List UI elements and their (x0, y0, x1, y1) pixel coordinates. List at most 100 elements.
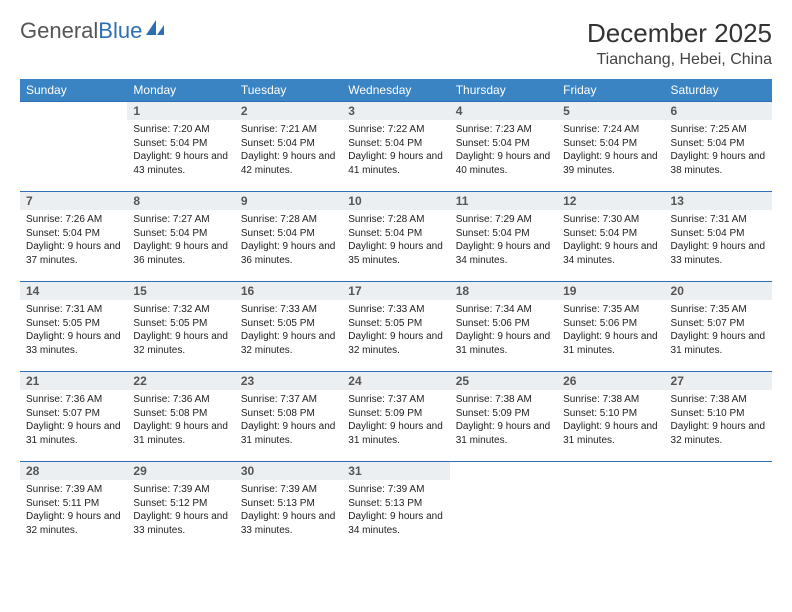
calendar-cell: 2Sunrise: 7:21 AMSunset: 5:04 PMDaylight… (235, 102, 342, 192)
daylight-text: Daylight: 9 hours and 35 minutes. (348, 240, 443, 267)
day-details: Sunrise: 7:35 AMSunset: 5:06 PMDaylight:… (557, 300, 664, 361)
sunrise-text: Sunrise: 7:34 AM (456, 303, 551, 317)
sunrise-text: Sunrise: 7:35 AM (563, 303, 658, 317)
calendar-cell: 30Sunrise: 7:39 AMSunset: 5:13 PMDayligh… (235, 462, 342, 552)
day-details: Sunrise: 7:33 AMSunset: 5:05 PMDaylight:… (235, 300, 342, 361)
sunset-text: Sunset: 5:04 PM (348, 137, 443, 151)
calendar-cell: 6Sunrise: 7:25 AMSunset: 5:04 PMDaylight… (665, 102, 772, 192)
day-details: Sunrise: 7:26 AMSunset: 5:04 PMDaylight:… (20, 210, 127, 271)
sunrise-text: Sunrise: 7:32 AM (133, 303, 228, 317)
daylight-text: Daylight: 9 hours and 33 minutes. (133, 510, 228, 537)
calendar-cell: 7Sunrise: 7:26 AMSunset: 5:04 PMDaylight… (20, 192, 127, 282)
calendar-cell: 15Sunrise: 7:32 AMSunset: 5:05 PMDayligh… (127, 282, 234, 372)
sunrise-text: Sunrise: 7:28 AM (348, 213, 443, 227)
daylight-text: Daylight: 9 hours and 43 minutes. (133, 150, 228, 177)
day-details: Sunrise: 7:21 AMSunset: 5:04 PMDaylight:… (235, 120, 342, 181)
day-number: 21 (20, 372, 127, 390)
sunset-text: Sunset: 5:05 PM (133, 317, 228, 331)
day-number: 24 (342, 372, 449, 390)
sunrise-text: Sunrise: 7:37 AM (348, 393, 443, 407)
calendar-cell: 1Sunrise: 7:20 AMSunset: 5:04 PMDaylight… (127, 102, 234, 192)
day-details: Sunrise: 7:34 AMSunset: 5:06 PMDaylight:… (450, 300, 557, 361)
sail-icon (144, 18, 166, 44)
sunset-text: Sunset: 5:09 PM (456, 407, 551, 421)
day-details: Sunrise: 7:36 AMSunset: 5:08 PMDaylight:… (127, 390, 234, 451)
daylight-text: Daylight: 9 hours and 34 minutes. (348, 510, 443, 537)
daylight-text: Daylight: 9 hours and 32 minutes. (241, 330, 336, 357)
day-number: 7 (20, 192, 127, 210)
sunset-text: Sunset: 5:04 PM (26, 227, 121, 241)
calendar-cell: 16Sunrise: 7:33 AMSunset: 5:05 PMDayligh… (235, 282, 342, 372)
calendar-cell: 10Sunrise: 7:28 AMSunset: 5:04 PMDayligh… (342, 192, 449, 282)
day-details: Sunrise: 7:33 AMSunset: 5:05 PMDaylight:… (342, 300, 449, 361)
day-details: Sunrise: 7:38 AMSunset: 5:09 PMDaylight:… (450, 390, 557, 451)
daylight-text: Daylight: 9 hours and 33 minutes. (26, 330, 121, 357)
sunset-text: Sunset: 5:05 PM (241, 317, 336, 331)
daylight-text: Daylight: 9 hours and 38 minutes. (671, 150, 766, 177)
day-details: Sunrise: 7:38 AMSunset: 5:10 PMDaylight:… (665, 390, 772, 451)
day-number: 26 (557, 372, 664, 390)
daylight-text: Daylight: 9 hours and 34 minutes. (563, 240, 658, 267)
day-number: 11 (450, 192, 557, 210)
calendar-cell: 11Sunrise: 7:29 AMSunset: 5:04 PMDayligh… (450, 192, 557, 282)
sunset-text: Sunset: 5:05 PM (348, 317, 443, 331)
day-number: 19 (557, 282, 664, 300)
day-number: 17 (342, 282, 449, 300)
sunrise-text: Sunrise: 7:21 AM (241, 123, 336, 137)
day-number: 20 (665, 282, 772, 300)
calendar-cell: 18Sunrise: 7:34 AMSunset: 5:06 PMDayligh… (450, 282, 557, 372)
daylight-text: Daylight: 9 hours and 31 minutes. (563, 420, 658, 447)
sunrise-text: Sunrise: 7:20 AM (133, 123, 228, 137)
daylight-text: Daylight: 9 hours and 33 minutes. (671, 240, 766, 267)
day-number: 5 (557, 102, 664, 120)
day-number: 12 (557, 192, 664, 210)
day-number: 18 (450, 282, 557, 300)
day-number: 15 (127, 282, 234, 300)
daylight-text: Daylight: 9 hours and 37 minutes. (26, 240, 121, 267)
day-details: Sunrise: 7:36 AMSunset: 5:07 PMDaylight:… (20, 390, 127, 451)
daylight-text: Daylight: 9 hours and 42 minutes. (241, 150, 336, 177)
day-number: 31 (342, 462, 449, 480)
sunset-text: Sunset: 5:13 PM (348, 497, 443, 511)
daylight-text: Daylight: 9 hours and 31 minutes. (26, 420, 121, 447)
calendar-cell: 25Sunrise: 7:38 AMSunset: 5:09 PMDayligh… (450, 372, 557, 462)
logo-text-general: General (20, 18, 98, 44)
calendar-cell: 5Sunrise: 7:24 AMSunset: 5:04 PMDaylight… (557, 102, 664, 192)
daylight-text: Daylight: 9 hours and 41 minutes. (348, 150, 443, 177)
day-number: 29 (127, 462, 234, 480)
day-details: Sunrise: 7:37 AMSunset: 5:08 PMDaylight:… (235, 390, 342, 451)
day-details: Sunrise: 7:39 AMSunset: 5:12 PMDaylight:… (127, 480, 234, 541)
header: GeneralBlue December 2025 Tianchang, Heb… (20, 18, 772, 69)
day-details: Sunrise: 7:28 AMSunset: 5:04 PMDaylight:… (342, 210, 449, 271)
sunrise-text: Sunrise: 7:37 AM (241, 393, 336, 407)
day-number: 10 (342, 192, 449, 210)
sunrise-text: Sunrise: 7:38 AM (563, 393, 658, 407)
sunset-text: Sunset: 5:04 PM (671, 227, 766, 241)
sunset-text: Sunset: 5:04 PM (563, 227, 658, 241)
daylight-text: Daylight: 9 hours and 31 minutes. (671, 330, 766, 357)
sunrise-text: Sunrise: 7:36 AM (26, 393, 121, 407)
daylight-text: Daylight: 9 hours and 31 minutes. (456, 330, 551, 357)
calendar-cell: 4Sunrise: 7:23 AMSunset: 5:04 PMDaylight… (450, 102, 557, 192)
day-details: Sunrise: 7:27 AMSunset: 5:04 PMDaylight:… (127, 210, 234, 271)
calendar-cell (665, 462, 772, 552)
calendar-week: 21Sunrise: 7:36 AMSunset: 5:07 PMDayligh… (20, 372, 772, 462)
day-number: 14 (20, 282, 127, 300)
daylight-text: Daylight: 9 hours and 31 minutes. (241, 420, 336, 447)
location-text: Tianchang, Hebei, China (587, 51, 772, 69)
sunset-text: Sunset: 5:05 PM (26, 317, 121, 331)
day-details: Sunrise: 7:25 AMSunset: 5:04 PMDaylight:… (665, 120, 772, 181)
day-number: 22 (127, 372, 234, 390)
calendar-cell: 28Sunrise: 7:39 AMSunset: 5:11 PMDayligh… (20, 462, 127, 552)
day-details: Sunrise: 7:22 AMSunset: 5:04 PMDaylight:… (342, 120, 449, 181)
calendar-week: 7Sunrise: 7:26 AMSunset: 5:04 PMDaylight… (20, 192, 772, 282)
day-details: Sunrise: 7:24 AMSunset: 5:04 PMDaylight:… (557, 120, 664, 181)
calendar-cell: 20Sunrise: 7:35 AMSunset: 5:07 PMDayligh… (665, 282, 772, 372)
day-details: Sunrise: 7:31 AMSunset: 5:05 PMDaylight:… (20, 300, 127, 361)
calendar-week: 1Sunrise: 7:20 AMSunset: 5:04 PMDaylight… (20, 102, 772, 192)
sunrise-text: Sunrise: 7:31 AM (26, 303, 121, 317)
sunset-text: Sunset: 5:04 PM (241, 227, 336, 241)
day-number: 6 (665, 102, 772, 120)
day-details: Sunrise: 7:28 AMSunset: 5:04 PMDaylight:… (235, 210, 342, 271)
day-header: Saturday (665, 79, 772, 102)
